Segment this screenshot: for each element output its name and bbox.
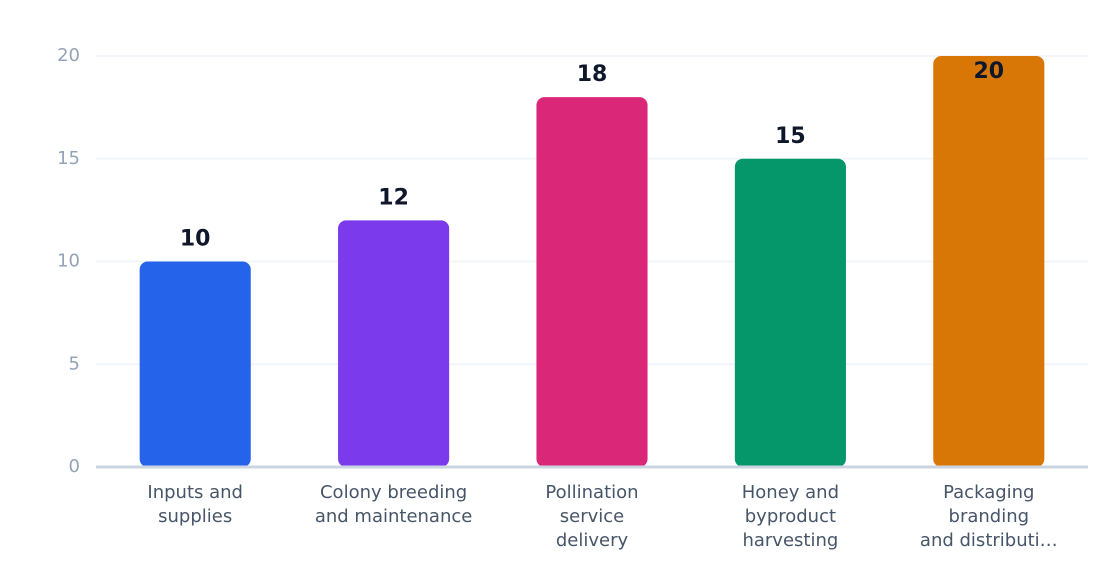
- x-tick-label: Colony breeding: [320, 482, 467, 503]
- x-tick-label: service: [560, 506, 624, 527]
- value-label: 12: [378, 185, 409, 210]
- value-label: 10: [180, 227, 211, 252]
- x-tick-label: and maintenance: [315, 506, 473, 527]
- bar: [338, 220, 450, 467]
- x-tick-label: and distributi…: [920, 530, 1058, 551]
- value-label: 15: [775, 124, 806, 149]
- y-tick-label: 15: [57, 148, 80, 169]
- bar: [734, 158, 846, 467]
- x-tick-label: Honey and: [742, 482, 839, 503]
- bar: [139, 261, 251, 467]
- value-label: 18: [577, 62, 608, 87]
- x-tick-label: Inputs and: [147, 482, 243, 503]
- bar: [536, 97, 648, 467]
- x-tick-label: Pollination: [545, 482, 638, 503]
- bar: [933, 56, 1045, 467]
- x-tick-label: byproduct: [745, 506, 836, 527]
- x-tick-label: Packaging: [943, 482, 1034, 503]
- y-tick-label: 5: [69, 353, 80, 374]
- y-tick-label: 20: [57, 45, 80, 66]
- x-tick-label: harvesting: [742, 530, 838, 551]
- value-label: 20: [973, 59, 1004, 84]
- x-tick-label: delivery: [556, 530, 629, 551]
- y-tick-label: 10: [57, 251, 80, 272]
- x-tick-label: supplies: [158, 506, 232, 527]
- y-tick-label: 0: [69, 456, 80, 477]
- x-tick-label: branding: [949, 506, 1030, 527]
